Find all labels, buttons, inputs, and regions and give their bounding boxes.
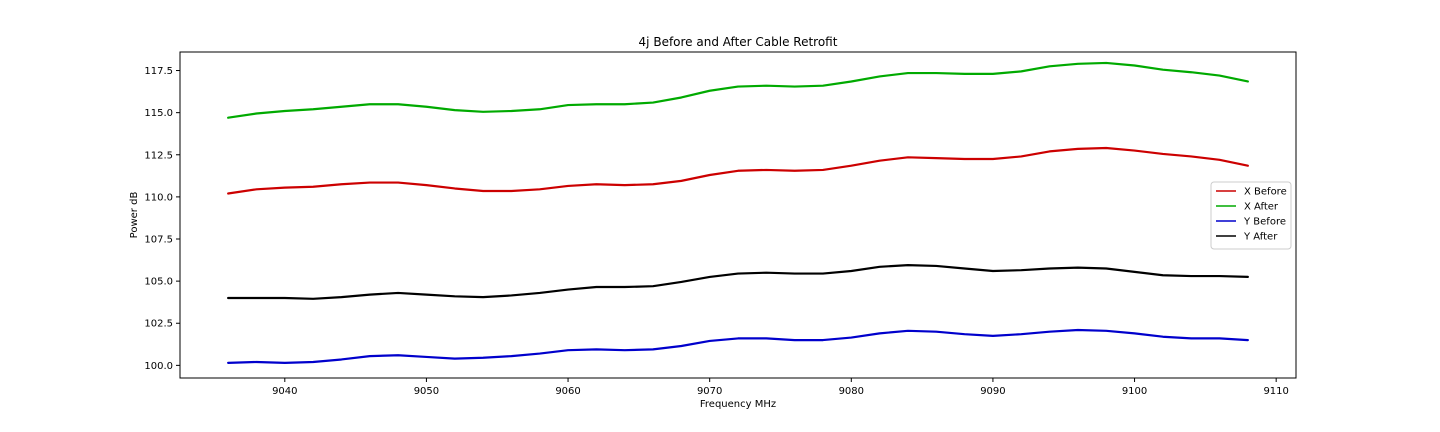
legend-label: Y Before xyxy=(1243,217,1286,228)
y-tick-label: 100.0 xyxy=(144,361,173,372)
chart-title: 4j Before and After Cable Retrofit xyxy=(639,35,838,49)
series-line-2 xyxy=(227,61,1249,119)
y-tick-label: 115.0 xyxy=(144,108,173,119)
y-axis-label: Power dB xyxy=(129,192,140,239)
y-tick-label: 110.0 xyxy=(144,192,173,203)
x-axis: 9040 9050 9060 9070 9080 9090 9100 9110 xyxy=(272,378,1289,397)
series-line-1 xyxy=(227,146,1249,195)
x-tick-label: 9040 xyxy=(272,386,297,397)
plot-background xyxy=(180,52,1296,378)
y-tick-label: 105.0 xyxy=(144,277,173,288)
x-tick-label: 9090 xyxy=(980,386,1005,397)
legend-label: X Before xyxy=(1244,187,1287,198)
legend-label: X After xyxy=(1244,202,1279,213)
x-tick-label: 9050 xyxy=(414,386,439,397)
y-tick-label: 107.5 xyxy=(144,235,173,246)
series-line-4 xyxy=(227,264,1249,300)
legend: X Before X After Y Before Y After xyxy=(1210,181,1292,250)
y-tick-label: 117.5 xyxy=(144,66,173,77)
plot-frame xyxy=(179,51,1297,379)
x-tick-label: 9110 xyxy=(1263,386,1288,397)
legend-box xyxy=(1210,181,1292,250)
y-axis: 100.0 102.5 105.0 107.5 110.0 112.5 115.0 117.5 xyxy=(144,66,180,372)
x-tick-label: 9070 xyxy=(697,386,722,397)
y-tick-label: 102.5 xyxy=(144,319,173,330)
y-tick-label: 112.5 xyxy=(144,150,173,161)
x-tick-label: 9100 xyxy=(1122,386,1147,397)
x-tick-label: 9060 xyxy=(555,386,580,397)
legend-label: Y After xyxy=(1243,232,1278,243)
x-axis-label: Frequency MHz xyxy=(700,399,776,410)
series-layer xyxy=(227,61,1249,364)
x-tick-label: 9080 xyxy=(839,386,864,397)
series-line-3 xyxy=(227,328,1249,364)
